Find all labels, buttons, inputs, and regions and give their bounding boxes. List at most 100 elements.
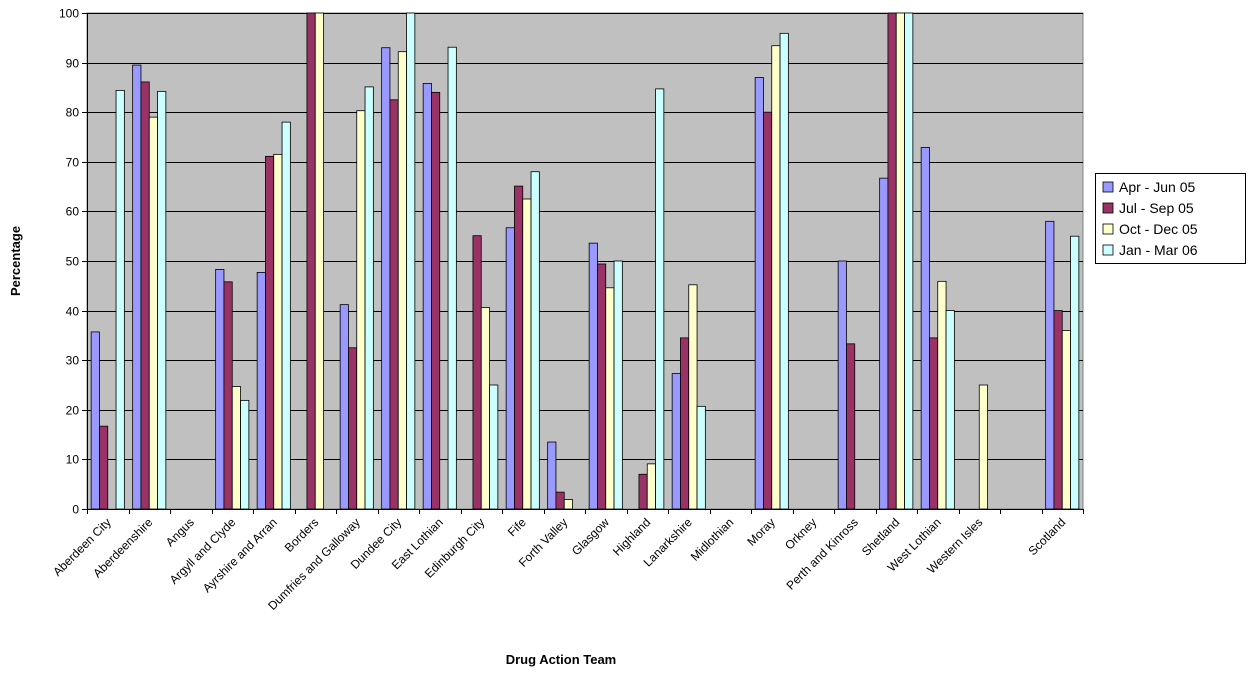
bar-3 <box>563 499 573 510</box>
bar-2 <box>223 281 233 510</box>
legend-swatch <box>1102 181 1114 193</box>
bar-4 <box>655 88 665 510</box>
bar-2 <box>680 337 690 510</box>
y-tick-label: 100 <box>59 7 79 21</box>
bar-1 <box>505 227 515 510</box>
x-tick-label: Glasgow <box>569 515 612 558</box>
bar-2 <box>638 473 648 510</box>
y-tick-label: 70 <box>66 156 80 170</box>
x-tick-label: Borders <box>282 515 322 555</box>
bar-4 <box>447 46 457 510</box>
x-tick-label: Angus <box>163 515 197 549</box>
bar-4 <box>530 171 540 510</box>
bar-3 <box>605 287 615 510</box>
bar-1 <box>588 242 598 510</box>
bar-4 <box>1070 235 1080 510</box>
bar-3 <box>356 110 366 510</box>
bar-4 <box>281 121 291 510</box>
legend-swatch <box>1102 223 1114 235</box>
legend-label: Jan - Mar 06 <box>1119 242 1198 258</box>
bar-2 <box>555 491 565 510</box>
y-tick-label: 50 <box>66 255 80 269</box>
bar-1 <box>215 269 225 510</box>
bar-4 <box>240 399 250 510</box>
y-tick-label: 90 <box>66 57 80 71</box>
bar-4 <box>489 384 499 510</box>
bar-3 <box>397 51 407 510</box>
bar-2 <box>846 343 856 510</box>
y-tick-label: 40 <box>66 305 80 319</box>
bar-1 <box>837 260 847 510</box>
bar-2 <box>389 99 399 510</box>
x-tick-label: Moray <box>744 515 777 548</box>
bar-4 <box>613 260 623 510</box>
bar-3 <box>895 12 905 510</box>
bar-2 <box>306 12 316 510</box>
bar-3 <box>771 45 781 510</box>
bar-3 <box>314 12 324 510</box>
bar-3 <box>978 384 988 510</box>
x-tick-label: Orkney <box>782 515 819 552</box>
bar-1 <box>256 272 266 510</box>
legend-swatch <box>1102 202 1114 214</box>
bar-2 <box>1053 310 1063 510</box>
x-tick-label: Fife <box>505 515 529 539</box>
bar-2 <box>431 91 441 510</box>
legend-swatch <box>1102 244 1114 256</box>
y-tick-label: 60 <box>66 205 80 219</box>
y-tick-label: 10 <box>66 453 80 467</box>
bar-1 <box>754 77 764 510</box>
bar-1 <box>879 177 889 510</box>
bar-3 <box>231 386 241 510</box>
bar-4 <box>696 405 706 510</box>
bar-2 <box>265 155 275 510</box>
x-tick-label: Midlothian <box>688 515 737 564</box>
bar-4 <box>157 90 167 510</box>
bar-1 <box>381 47 391 510</box>
x-axis-title: Drug Action Team <box>506 652 617 667</box>
bar-4 <box>115 89 125 510</box>
y-tick-label: 30 <box>66 354 80 368</box>
bar-2 <box>887 12 897 510</box>
bar-3 <box>480 307 490 510</box>
bar-1 <box>547 441 557 510</box>
bar-4 <box>364 86 374 510</box>
bar-4 <box>904 12 914 510</box>
x-tick-label: Ayrshire and Arran <box>200 515 280 595</box>
legend-box <box>1095 173 1246 264</box>
plot-area <box>86 12 1084 510</box>
y-tick-label: 0 <box>72 503 79 517</box>
bar-4 <box>779 32 789 510</box>
legend: Apr - Jun 05 Jul - Sep 05 Oct - Dec 05 Jan … <box>1095 173 1246 264</box>
legend-label: Oct - Dec 05 <box>1119 221 1198 237</box>
y-axis-title: Percentage <box>8 226 23 296</box>
bar-2 <box>140 81 150 510</box>
bar-2 <box>763 111 773 510</box>
bar-1 <box>920 147 930 510</box>
bar-1 <box>132 64 142 510</box>
bar-1 <box>90 331 100 510</box>
bar-3 <box>273 153 283 510</box>
bar-4 <box>945 310 955 510</box>
bar-3 <box>148 116 158 510</box>
bar-4 <box>406 12 416 510</box>
x-tick-label: Perth and Kinross <box>784 515 861 592</box>
legend-label: Jul - Sep 05 <box>1119 200 1194 216</box>
bar-2 <box>929 337 939 510</box>
y-tick-label: 80 <box>66 106 80 120</box>
bar-3 <box>688 284 698 510</box>
bar-2 <box>99 425 109 510</box>
bar-1 <box>422 83 432 510</box>
bar-1 <box>339 304 349 510</box>
bar-3 <box>522 198 532 510</box>
bar-1 <box>1045 220 1055 510</box>
bar-1 <box>671 373 681 510</box>
bar-2 <box>597 263 607 510</box>
x-tick-label: Scotland <box>1025 515 1068 558</box>
bar-2 <box>348 347 358 510</box>
bar-2 <box>514 185 524 510</box>
bar-2 <box>472 235 482 510</box>
legend-label: Apr - Jun 05 <box>1119 179 1195 195</box>
